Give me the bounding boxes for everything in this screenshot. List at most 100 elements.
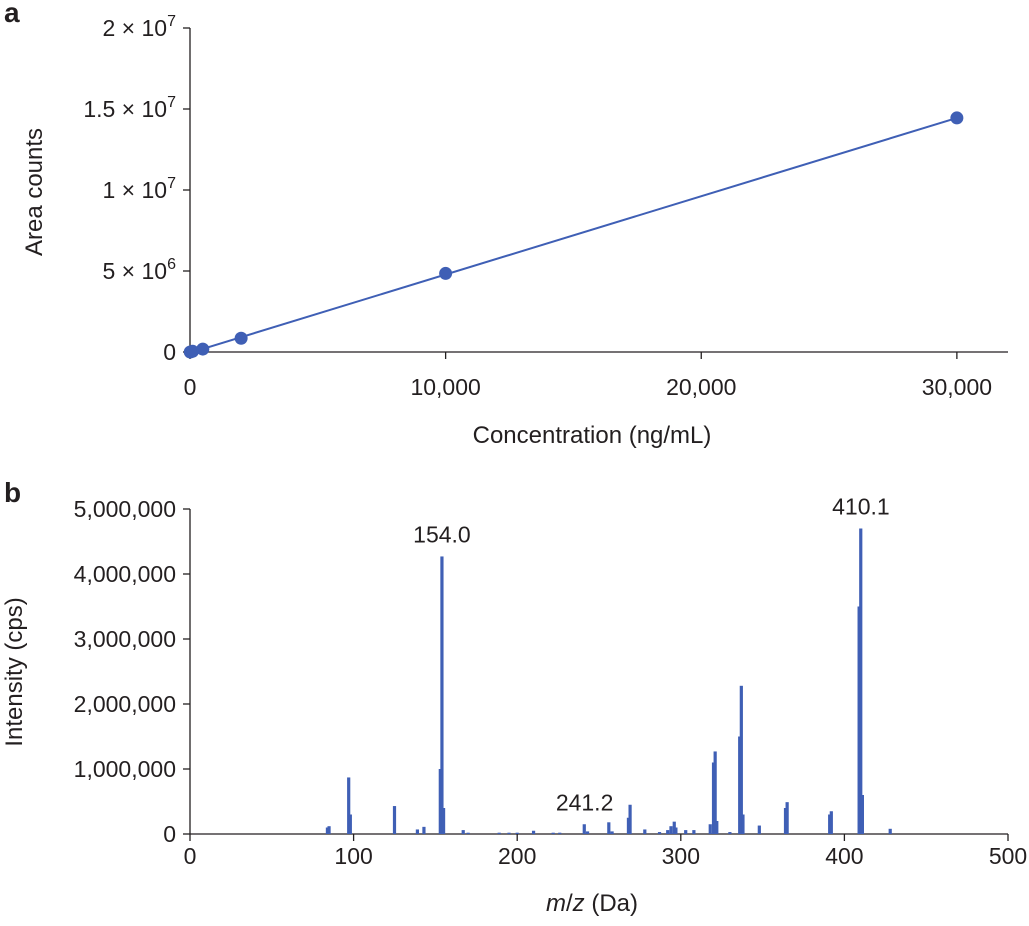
panel-b-peak [327,826,331,834]
panel-b-data [325,528,892,834]
panel-a-data-point [234,331,248,345]
panel-a-x-tick-label: 0 [184,374,197,400]
panel-b-peak [684,830,688,834]
panel-b-peak [422,826,426,834]
panel-b-y-tick-label: 0 [163,821,176,847]
panel-b-peak [888,828,892,834]
panel-b-peak [610,831,614,834]
panel-a-y-tick-label: 1.5 × 107 [83,94,176,122]
panel-a-data-point [196,342,210,356]
panel-b-peak [741,814,745,834]
panel-b-x-ticks: 0 100 200 300 400 500 [184,834,1027,869]
panel-b-peak-label: 154.0 [413,521,471,547]
panel-a-data-point [950,111,964,125]
panel-b-y-tick-label: 3,000,000 [74,626,176,652]
panel-b-peak [672,821,676,834]
panel-b-peak [860,795,864,834]
panel-b-peak [739,685,743,834]
panel-b-peak [628,804,632,834]
panel-b-peak [829,811,833,834]
panel-b-peak-label: 241.2 [556,789,614,815]
panel-b-peak [325,827,330,834]
panel-b-peak [666,830,670,834]
panel-b-peak [657,832,662,834]
panel-b-y-tick-label: 2,000,000 [74,691,176,717]
panel-b-peak [347,777,351,834]
x-label-z: z [572,890,585,917]
panel-b-peak [757,825,761,834]
panel-b-x-tick-label: 300 [662,843,700,869]
panel-b-peak [626,817,631,834]
panel-b-peak [348,814,352,834]
panel-a-x-tick-label: 30,000 [922,374,992,400]
panel-b-y-ticks: 0 1,000,000 2,000,000 3,000,000 4,000,000 5,0… [74,496,190,847]
panel-b-peak [859,528,863,834]
panel-b-peak [582,824,586,834]
panel-b-peak [441,808,446,834]
panel-b-y-tick-label: 4,000,000 [74,561,176,587]
panel-b-x-tick-label: 100 [334,843,372,869]
panel-b-peak [692,830,696,834]
panel-a-data [183,111,964,359]
panel-b-peak [674,827,678,834]
panel-b-peak [392,806,397,834]
x-label-slash: / [566,890,573,917]
panel-b-x-tick-label: 400 [825,843,863,869]
panel-a-y-ticks: 0 5 × 106 1 × 107 1.5 × 107 2 × 107 [83,13,190,365]
panel-b-peak [713,751,717,834]
panel-b-peak [708,824,712,834]
panel-b-peak [783,808,788,834]
panel-b-axes [189,509,1008,835]
panel-b-peak [507,832,511,834]
panel-a-axes [189,28,1008,353]
panel-b-peak [738,736,742,834]
panel-a-y-tick-label: 0 [163,339,176,365]
panel-a-y-axis-label: Area counts [21,128,48,256]
panel-b-peak [440,556,444,834]
panel-b-peak [715,821,719,834]
panel-b-chart: b 0 1,000,000 2,000,000 3,000,000 4,000,000 5… [1,477,1027,917]
panel-b-peak [669,826,673,834]
panel-b-y-axis-label: Intensity (cps) [1,597,28,746]
panel-b-x-tick-label: 0 [184,843,197,869]
panel-b-annotations: 154.0 241.2 410.1 [413,494,890,816]
panel-b-label: b [4,477,21,508]
panel-b-peak [466,832,470,834]
panel-b-peak [607,822,611,834]
panel-b-peak [857,606,861,834]
panel-a-x-tick-label: 10,000 [410,374,480,400]
panel-b-peak [515,832,519,834]
panel-b-peak [711,762,716,834]
panel-b-peak [551,832,555,834]
panel-b-peak [643,829,647,834]
panel-a-x-tick-label: 20,000 [666,374,736,400]
panel-b-peak [415,829,420,834]
panel-a-label: a [4,0,20,28]
panel-b-peak [785,802,789,834]
panel-b-peak-label: 410.1 [832,494,890,520]
panel-a-chart: a 0 5 × 106 1 × 107 1.5 × 107 2 × 107 0 10,00… [4,0,1008,449]
x-label-m: m [546,890,566,917]
panel-b-peak [461,830,465,834]
panel-a-y-tick-label: 1 × 107 [103,175,177,203]
panel-a-data-point [186,344,200,358]
panel-b-peak [497,832,501,834]
panel-a-x-axis-label: Concentration (ng/mL) [473,422,712,449]
panel-b-peak [728,832,732,834]
panel-a-x-ticks: 0 10,000 20,000 30,000 [184,352,992,400]
panel-b-peak [558,832,562,834]
panel-a-y-tick-label: 5 × 106 [103,256,177,284]
panel-b-y-tick-label: 1,000,000 [74,756,176,782]
panel-a-data-point [439,266,453,280]
panel-b-peak [585,831,590,834]
x-label-unit: (Da) [585,890,638,917]
panel-b-peak [438,769,442,834]
panel-a-fit-line [189,116,958,354]
panel-b-x-tick-label: 200 [498,843,536,869]
panel-b-peak [828,814,832,834]
panel-b-peak [531,830,536,834]
panel-b-x-tick-label: 500 [989,843,1027,869]
panel-b-x-axis-label: m/z (Da) [546,890,638,917]
panel-a-y-tick-label: 2 × 107 [103,13,177,41]
